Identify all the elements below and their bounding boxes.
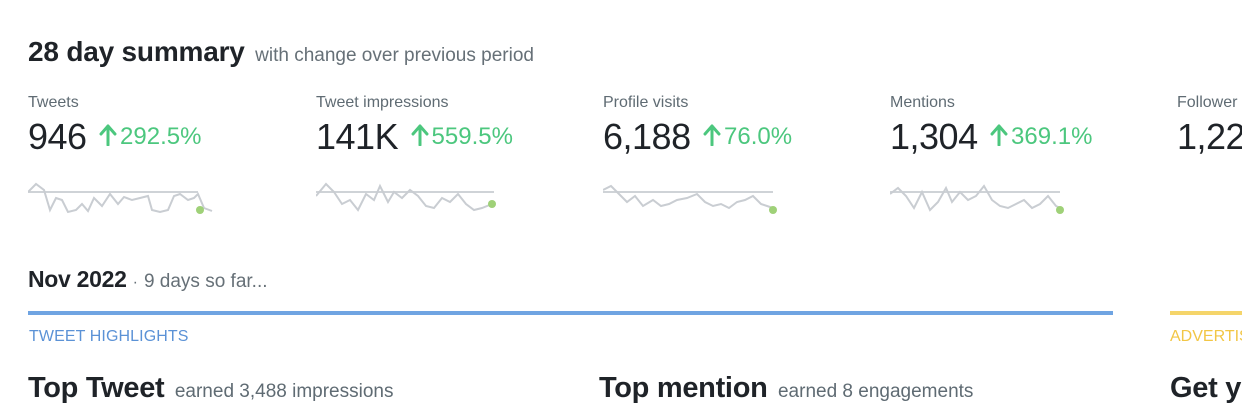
summary-header: 28 day summary with change over previous… <box>28 36 534 68</box>
top-mention-header: Top mention earned 8 engagements <box>599 372 973 405</box>
metric-profile-visits: Profile visits 6,188 76.0% <box>603 94 863 214</box>
metric-value: 1,304 <box>890 116 978 157</box>
advertising-label: ADVERTIS <box>1170 328 1242 345</box>
metric-label: Mentions <box>890 94 955 111</box>
metric-change: 292.5% <box>99 123 201 150</box>
metric-mentions: Mentions 1,304 369.1% <box>890 94 1150 214</box>
advertising-accent-bar <box>1170 311 1242 315</box>
metric-change: 369.1% <box>990 123 1092 150</box>
tweet-highlights-accent-bar <box>28 311 1113 315</box>
metric-label: Tweets <box>28 94 79 111</box>
month-subtitle: 9 days so far... <box>143 271 268 292</box>
metric-impressions: Tweet impressions 141K 559.5% <box>316 94 576 212</box>
metric-label: Profile visits <box>603 94 689 111</box>
top-tweet-header: Top Tweet earned 3,488 impressions <box>28 372 393 405</box>
arrow-up-icon <box>99 124 117 146</box>
top-mention-subtitle: earned 8 engagements <box>777 381 974 402</box>
month-header: Nov 2022 · 9 days so far... <box>28 266 268 293</box>
top-mention-title: Top mention <box>599 372 768 404</box>
metric-change: 76.0% <box>703 123 792 150</box>
metric-change-value: 76.0% <box>724 123 793 150</box>
summary-subtitle: with change over previous period <box>255 45 534 66</box>
top-tweet-subtitle: earned 3,488 impressions <box>174 381 394 402</box>
metric-followers: Follower 1,22 <box>1177 94 1242 158</box>
summary-title: 28 day summary <box>28 36 245 67</box>
arrow-up-icon <box>703 124 721 146</box>
top-tweet-title: Top Tweet <box>28 372 165 404</box>
metric-value: 141K <box>316 116 399 157</box>
sparkline-profile-visits[interactable] <box>603 180 793 220</box>
metric-change-value: 292.5% <box>120 123 202 150</box>
metric-value: 946 <box>28 116 87 157</box>
metric-value: 1,22 <box>1177 116 1242 157</box>
month-title: Nov 2022 <box>28 266 127 292</box>
metric-value: 6,188 <box>603 116 691 157</box>
get-started-header: Get yo <box>1170 372 1242 405</box>
sparkline-impressions[interactable] <box>316 180 506 220</box>
metric-change-value: 559.5% <box>431 123 513 150</box>
month-separator: · <box>132 274 138 291</box>
tweet-highlights-label: TWEET HIGHLIGHTS <box>29 328 189 345</box>
get-started-title: Get yo <box>1170 372 1242 404</box>
sparkline-mentions[interactable] <box>890 180 1080 220</box>
arrow-up-icon <box>411 124 429 146</box>
metric-label: Follower <box>1177 94 1238 111</box>
metric-tweets: Tweets 946 292.5% <box>28 94 288 214</box>
sparkline-tweets[interactable] <box>28 180 218 220</box>
metric-change: 559.5% <box>411 123 513 150</box>
arrow-up-icon <box>990 124 1008 146</box>
metric-label: Tweet impressions <box>316 94 449 111</box>
metric-change-value: 369.1% <box>1011 123 1093 150</box>
